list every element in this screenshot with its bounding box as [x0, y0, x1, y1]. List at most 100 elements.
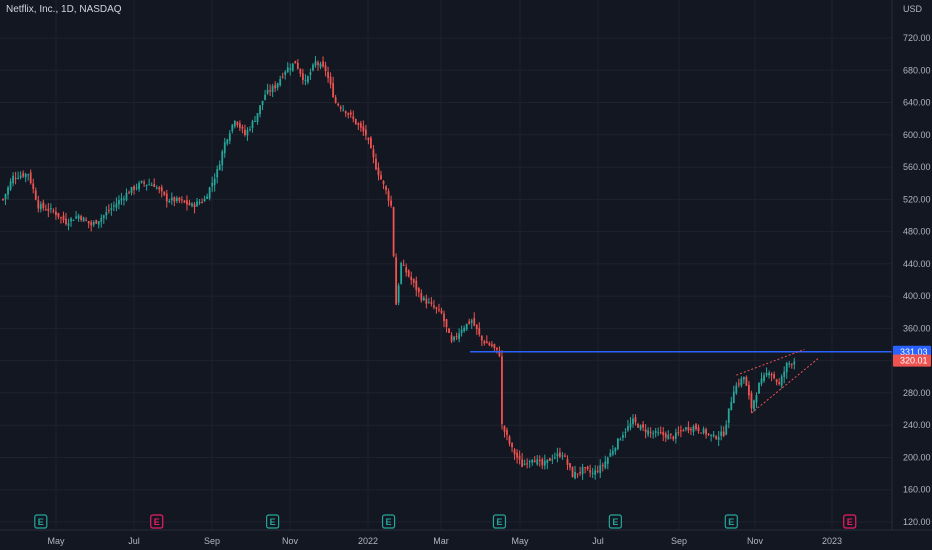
- candle-body: [72, 219, 75, 221]
- candle-body: [755, 395, 758, 403]
- candle-body: [175, 198, 178, 202]
- candle-body: [647, 430, 650, 435]
- candle-body: [589, 470, 592, 473]
- candle-body: [455, 336, 458, 338]
- candle-body: [2, 199, 4, 201]
- candle-body: [377, 167, 380, 176]
- earnings-marker[interactable]: [381, 514, 396, 529]
- candle-body: [400, 262, 403, 284]
- candle-body: [468, 321, 471, 324]
- candle-body: [490, 344, 493, 347]
- candle-body: [669, 433, 672, 436]
- earnings-marker-letter: E: [154, 517, 160, 527]
- candle-body: [700, 432, 702, 434]
- price-axis-tick-label: 200.00: [903, 452, 931, 462]
- candle-body: [785, 362, 788, 373]
- candle-body: [705, 429, 707, 435]
- candle-body: [548, 458, 551, 461]
- candle-body: [511, 443, 513, 448]
- candle-body: [417, 288, 420, 293]
- candle-body: [758, 382, 760, 394]
- candle-body: [70, 218, 72, 222]
- candle-body: [286, 67, 289, 73]
- candle-body: [619, 439, 622, 441]
- earnings-marker-letter: E: [496, 517, 502, 527]
- candle-body: [317, 62, 319, 65]
- earnings-marker[interactable]: [266, 514, 280, 529]
- price-axis-tick-label: 480.00: [903, 227, 931, 237]
- candle-body: [415, 280, 418, 291]
- candle-body: [594, 470, 597, 475]
- candle-body: [27, 174, 30, 176]
- price-axis-tick-label: 400.00: [903, 291, 931, 301]
- candle-body: [218, 164, 221, 171]
- candle-body: [9, 181, 12, 190]
- candle-body: [392, 207, 395, 257]
- candle-body: [382, 180, 385, 184]
- earnings-marker[interactable]: [150, 514, 164, 529]
- earnings-marker[interactable]: [724, 514, 738, 529]
- candle-body: [269, 90, 272, 92]
- candle-body: [140, 180, 143, 183]
- candle-body: [34, 190, 37, 200]
- candle-body: [130, 187, 133, 193]
- candle-body: [498, 350, 501, 357]
- candle-body: [201, 202, 203, 204]
- candle-body: [707, 433, 710, 435]
- earnings-marker[interactable]: [843, 514, 857, 529]
- resistance-price-tag-label: 331.03: [900, 347, 928, 357]
- candle-body: [249, 128, 251, 131]
- candle-body: [19, 175, 22, 178]
- candle-body: [92, 221, 95, 225]
- candle-body: [324, 65, 327, 72]
- price-axis-tick-label: 520.00: [903, 194, 931, 204]
- candle-body: [128, 192, 130, 194]
- candle-body: [672, 436, 675, 440]
- candle-body: [649, 431, 652, 433]
- candle-body: [274, 84, 277, 89]
- candle-body: [327, 72, 329, 78]
- candle-body: [440, 310, 443, 314]
- candle-body: [596, 470, 599, 472]
- candle-body: [4, 194, 7, 200]
- candle-body: [90, 222, 93, 226]
- candle-body: [579, 472, 581, 474]
- candle-body: [29, 172, 32, 184]
- candle-body: [425, 298, 428, 304]
- candle-body: [271, 86, 274, 92]
- earnings-marker[interactable]: [34, 514, 48, 529]
- price-axis-tick-label: 360.00: [903, 323, 931, 333]
- last-price-tag-label: 320.01: [900, 356, 928, 366]
- candle-body: [773, 374, 776, 379]
- candle-body: [105, 212, 108, 216]
- candle-body: [312, 64, 314, 71]
- candle-body: [712, 434, 715, 437]
- candle-body: [82, 217, 85, 222]
- candle-body: [611, 450, 614, 455]
- candle-body: [679, 430, 682, 432]
- candle-body: [196, 201, 198, 207]
- candle-body: [740, 378, 743, 386]
- candle-body: [488, 343, 491, 346]
- earnings-marker[interactable]: [608, 514, 622, 529]
- candle-body: [793, 361, 796, 365]
- candle-body: [309, 72, 312, 75]
- candle-body: [760, 378, 763, 384]
- candle-body: [717, 437, 720, 440]
- candle-body: [788, 363, 791, 365]
- candle-body: [362, 126, 365, 132]
- candle-body: [143, 182, 146, 184]
- candle-body: [460, 329, 463, 334]
- candle-body: [702, 428, 705, 434]
- candle-body: [526, 463, 529, 465]
- candle-body: [503, 425, 506, 432]
- candle-body: [191, 203, 193, 206]
- candle-body: [339, 106, 342, 109]
- candle-body: [745, 377, 748, 386]
- earnings-marker[interactable]: [492, 514, 507, 529]
- price-axis-tick-label: 720.00: [903, 33, 931, 43]
- candle-body: [233, 121, 236, 127]
